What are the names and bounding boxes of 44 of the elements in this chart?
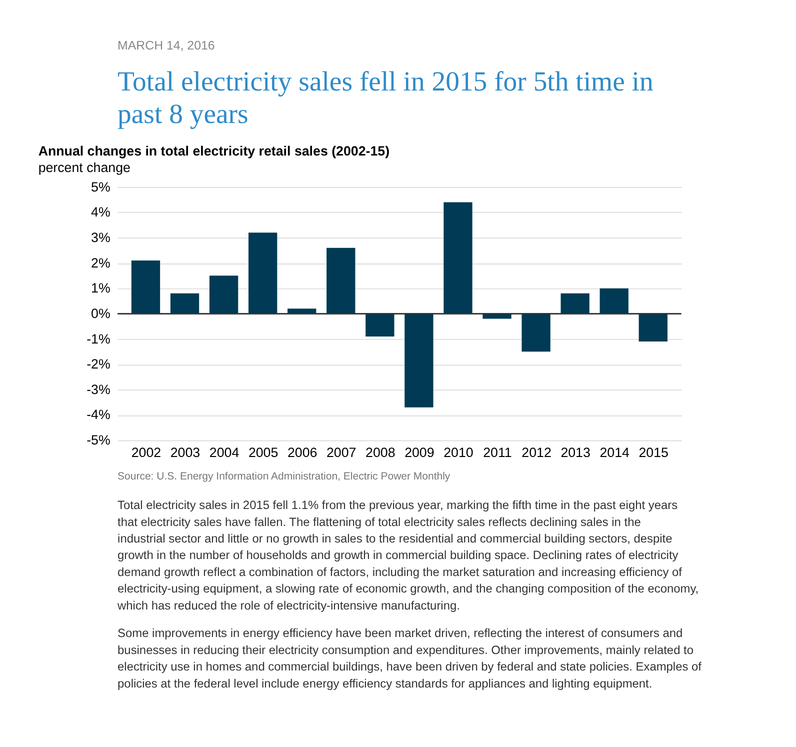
bar <box>560 293 590 314</box>
x-tick-label: 2003 <box>170 444 200 460</box>
bar <box>638 314 668 342</box>
x-tick-label: 2009 <box>404 444 434 460</box>
y-tick-label: -1% <box>86 331 110 346</box>
bar <box>600 288 628 314</box>
y-axis-title: percent change <box>38 160 130 175</box>
x-tick-label: 2008 <box>366 444 396 460</box>
y-tick-label: 3% <box>91 230 110 245</box>
bar <box>404 314 434 408</box>
bar <box>170 293 200 314</box>
y-tick-label: 2% <box>91 255 110 270</box>
x-tick-label: 2012 <box>522 444 552 460</box>
x-tick-label: 2014 <box>600 444 630 460</box>
text: MARCH 14, 2016 <box>118 38 215 52</box>
y-tick-label: 1% <box>91 280 110 296</box>
y-tick-label: 0% <box>91 306 110 321</box>
x-tick-label: 2010 <box>444 444 474 460</box>
chart-title: Total electricity sales fell in 2015 for 5th time in past 8 years <box>118 66 654 130</box>
y-tick-label: -5% <box>86 432 110 448</box>
y-tick-label: 5% <box>91 179 110 194</box>
bar <box>326 248 356 314</box>
text: Total electricity sales in 2015 fell 1.1% from the previous year, marking the fifth time in the past eight years that electricity sales have fallen. The flattening of total electricity sales reflects declining sales in the industrial sector and little or no growth in sales to the residential and commercial building sectors, despite growth in the number of households and growth in commercial building space. Declining rates of electricity demand growth reflect a combination of factors, including the market saturation and increasing efficiency of electricity-using equipment, a slowing rate of economic growth, and the changing composition of the economy, which has reduced the role of electricity-intensive manufacturing. <box>116 498 699 612</box>
bar <box>366 314 394 336</box>
text: Some improvements in energy efficiency have been market driven, reflecting the interest of consumers and businesses in reducing their electricity consumption and expenditures. Other improvements, mainly related to electricity use in homes and commercial buildings, have been driven by federal and state policies. Examples of policies at the federal level include energy efficiency standards for appliances and lighting equipment. <box>118 626 702 690</box>
bar <box>131 260 160 314</box>
y-tick-label: -2% <box>86 356 110 372</box>
x-tick-label: 2006 <box>287 444 318 460</box>
bar <box>248 232 278 314</box>
x-tick-label: 2013 <box>560 444 590 460</box>
x-tick-label: 2011 <box>483 444 512 460</box>
y-tick-label: -3% <box>86 382 110 397</box>
bar <box>444 202 472 314</box>
x-tick-label: 2004 <box>209 444 240 460</box>
y-tick-label: -4% <box>86 407 110 422</box>
x-tick-label: 2002 <box>131 444 162 460</box>
bar <box>209 276 238 314</box>
bar <box>522 314 550 352</box>
x-tick-label: 2007 <box>326 444 356 460</box>
source-note: Source: U.S. Energy Information Administration, Electric Power Monthly <box>118 470 451 482</box>
y-tick-label: 4% <box>91 204 110 220</box>
chart-subtitle: Annual changes in total electricity retail sales (2002-15) <box>38 144 390 159</box>
x-tick-label: 2005 <box>248 444 278 460</box>
x-tick-label: 2015 <box>638 444 668 460</box>
